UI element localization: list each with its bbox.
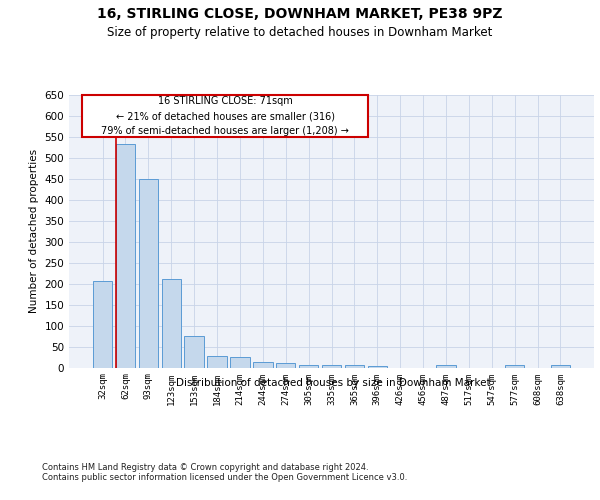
Bar xyxy=(184,336,204,368)
Bar xyxy=(253,362,272,368)
Bar xyxy=(93,280,112,368)
Text: Distribution of detached houses by size in Downham Market: Distribution of detached houses by size … xyxy=(176,378,490,388)
Bar xyxy=(230,357,250,368)
Y-axis label: Number of detached properties: Number of detached properties xyxy=(29,149,39,314)
Bar xyxy=(276,364,295,368)
Bar xyxy=(139,179,158,368)
Text: Size of property relative to detached houses in Downham Market: Size of property relative to detached ho… xyxy=(107,26,493,39)
Bar xyxy=(505,366,524,368)
Bar xyxy=(161,280,181,368)
Bar xyxy=(116,144,135,368)
Bar xyxy=(344,364,364,368)
Bar xyxy=(436,366,455,368)
Text: Contains HM Land Registry data © Crown copyright and database right 2024.
Contai: Contains HM Land Registry data © Crown c… xyxy=(42,462,407,482)
Text: 16, STIRLING CLOSE, DOWNHAM MARKET, PE38 9PZ: 16, STIRLING CLOSE, DOWNHAM MARKET, PE38… xyxy=(97,8,503,22)
Bar xyxy=(208,356,227,368)
Text: 16 STIRLING CLOSE: 71sqm
← 21% of detached houses are smaller (316)
79% of semi-: 16 STIRLING CLOSE: 71sqm ← 21% of detach… xyxy=(101,96,349,136)
Bar xyxy=(551,366,570,368)
Bar xyxy=(299,366,319,368)
Bar xyxy=(368,366,387,368)
Bar xyxy=(322,366,341,368)
FancyBboxPatch shape xyxy=(82,95,368,137)
